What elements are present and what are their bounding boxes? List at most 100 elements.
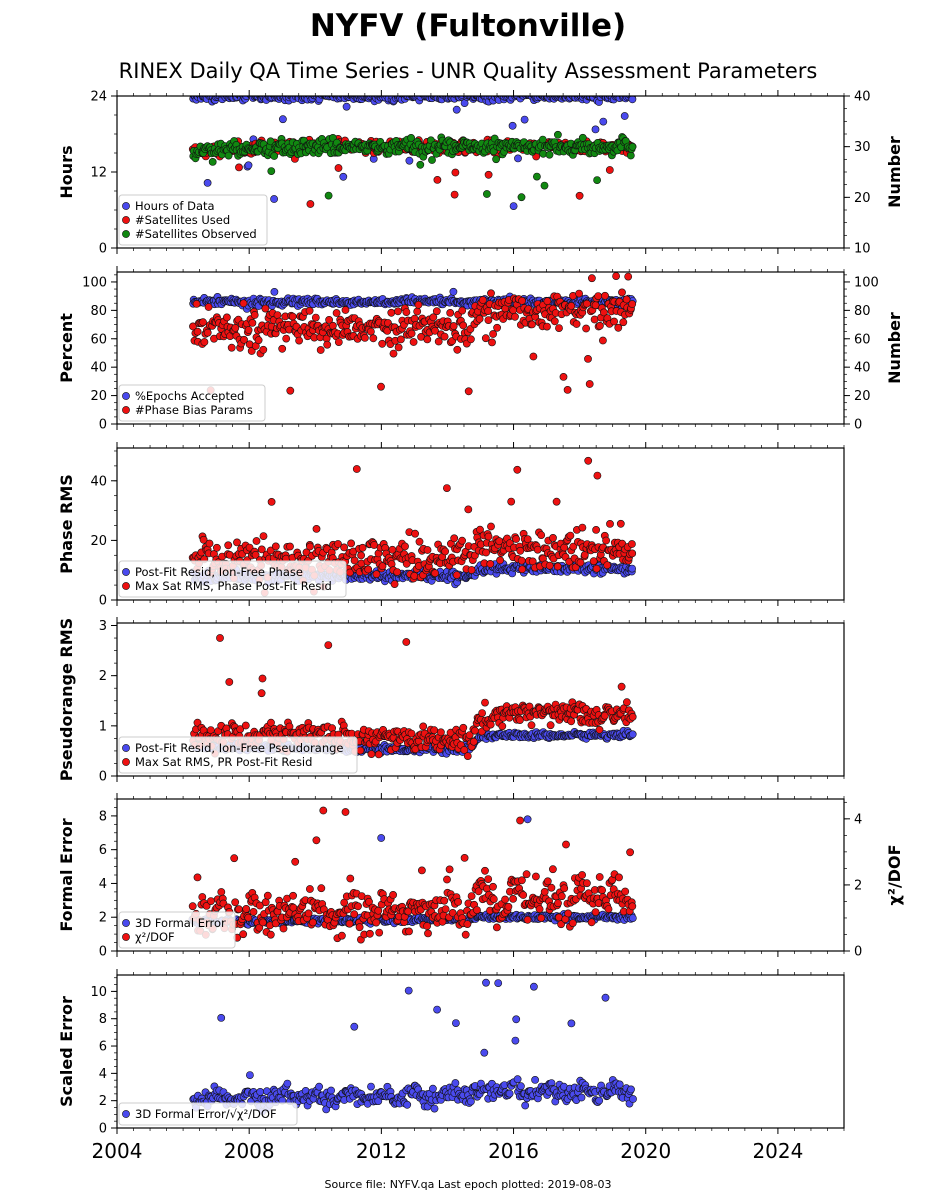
y-tick-label: 40 — [90, 474, 107, 489]
data-point — [242, 905, 251, 913]
y-axis-label: Percent — [57, 313, 76, 383]
data-point — [466, 335, 475, 344]
data-point — [493, 323, 501, 332]
data-point — [424, 929, 432, 938]
data-point — [585, 380, 594, 388]
y-tick-label: 2 — [99, 669, 107, 684]
data-point — [434, 337, 443, 346]
data-point — [369, 334, 378, 343]
data-point — [523, 815, 532, 824]
legend-label: Post-Fit Resid, Ion-Free Pseudorange — [135, 741, 343, 755]
data-point — [411, 529, 419, 538]
data-point — [599, 336, 607, 345]
data-point — [628, 540, 636, 548]
data-point — [563, 385, 572, 394]
data-point — [267, 718, 275, 727]
panel-1-points — [188, 89, 637, 210]
data-point — [514, 154, 522, 163]
data-point — [475, 314, 484, 323]
series-3-points — [189, 130, 637, 202]
data-point — [482, 548, 490, 557]
data-point — [428, 156, 436, 164]
data-point — [431, 326, 439, 335]
data-point — [206, 897, 215, 905]
y-tick-label: 0 — [99, 770, 107, 785]
data-point — [584, 354, 592, 363]
data-point — [244, 161, 253, 170]
y2-tick-label: 60 — [854, 332, 871, 347]
data-point — [279, 924, 288, 933]
data-point — [390, 580, 399, 588]
data-point — [486, 560, 495, 568]
data-point — [410, 572, 419, 580]
data-point — [515, 89, 522, 96]
data-point — [414, 300, 423, 309]
data-point — [513, 465, 522, 474]
y2-tick-label: 30 — [854, 140, 871, 155]
data-point — [352, 465, 361, 473]
data-point — [543, 297, 552, 306]
data-point — [540, 181, 549, 190]
data-point — [432, 307, 441, 316]
data-point — [239, 930, 248, 939]
data-point — [250, 311, 259, 319]
data-point — [267, 497, 276, 506]
legend-label: #Satellites Used — [135, 213, 230, 227]
legend: Hours of Data#Satellites Used#Satellites… — [118, 194, 268, 246]
data-point — [341, 306, 350, 314]
data-point — [470, 726, 479, 735]
legend-box — [118, 384, 266, 422]
data-point — [286, 542, 294, 551]
data-point — [316, 346, 325, 354]
data-point — [440, 332, 449, 341]
data-point — [423, 922, 431, 930]
data-point — [507, 497, 516, 506]
legend-box — [118, 194, 268, 246]
legend-marker — [122, 582, 130, 590]
data-point — [453, 345, 462, 354]
data-point — [446, 308, 455, 317]
y2-tick-label: 100 — [854, 275, 879, 290]
data-point — [394, 343, 403, 352]
data-point — [601, 291, 609, 300]
data-point — [431, 569, 439, 578]
x-ticks — [116, 617, 845, 782]
data-point — [308, 918, 317, 927]
data-point — [258, 674, 267, 683]
data-point — [575, 289, 583, 298]
data-point — [449, 287, 458, 296]
figure-subtitle: RINEX Daily QA Time Series - UNR Quality… — [119, 59, 818, 83]
data-point — [582, 324, 590, 333]
data-point — [188, 902, 197, 911]
data-point — [292, 96, 297, 97]
data-point — [459, 723, 468, 732]
data-point — [460, 746, 469, 754]
data-point — [419, 722, 428, 731]
y-tick-label: 0 — [99, 418, 107, 433]
data-point — [251, 551, 260, 559]
data-point — [342, 102, 351, 111]
data-point — [206, 726, 215, 734]
data-point — [389, 349, 398, 358]
data-point — [311, 313, 320, 322]
data-point — [407, 133, 415, 142]
data-point — [628, 142, 637, 151]
data-point — [199, 535, 208, 544]
data-point — [511, 312, 519, 321]
data-point — [334, 540, 342, 548]
panel-2-points — [189, 272, 637, 396]
data-point — [266, 546, 275, 555]
data-point — [545, 561, 554, 570]
data-point — [350, 556, 359, 565]
data-point — [259, 532, 268, 540]
data-point — [481, 698, 489, 707]
data-point — [273, 311, 282, 319]
data-point — [217, 96, 222, 97]
data-point — [193, 327, 202, 336]
data-point — [467, 566, 476, 574]
data-point — [378, 562, 387, 571]
data-point — [328, 321, 337, 330]
